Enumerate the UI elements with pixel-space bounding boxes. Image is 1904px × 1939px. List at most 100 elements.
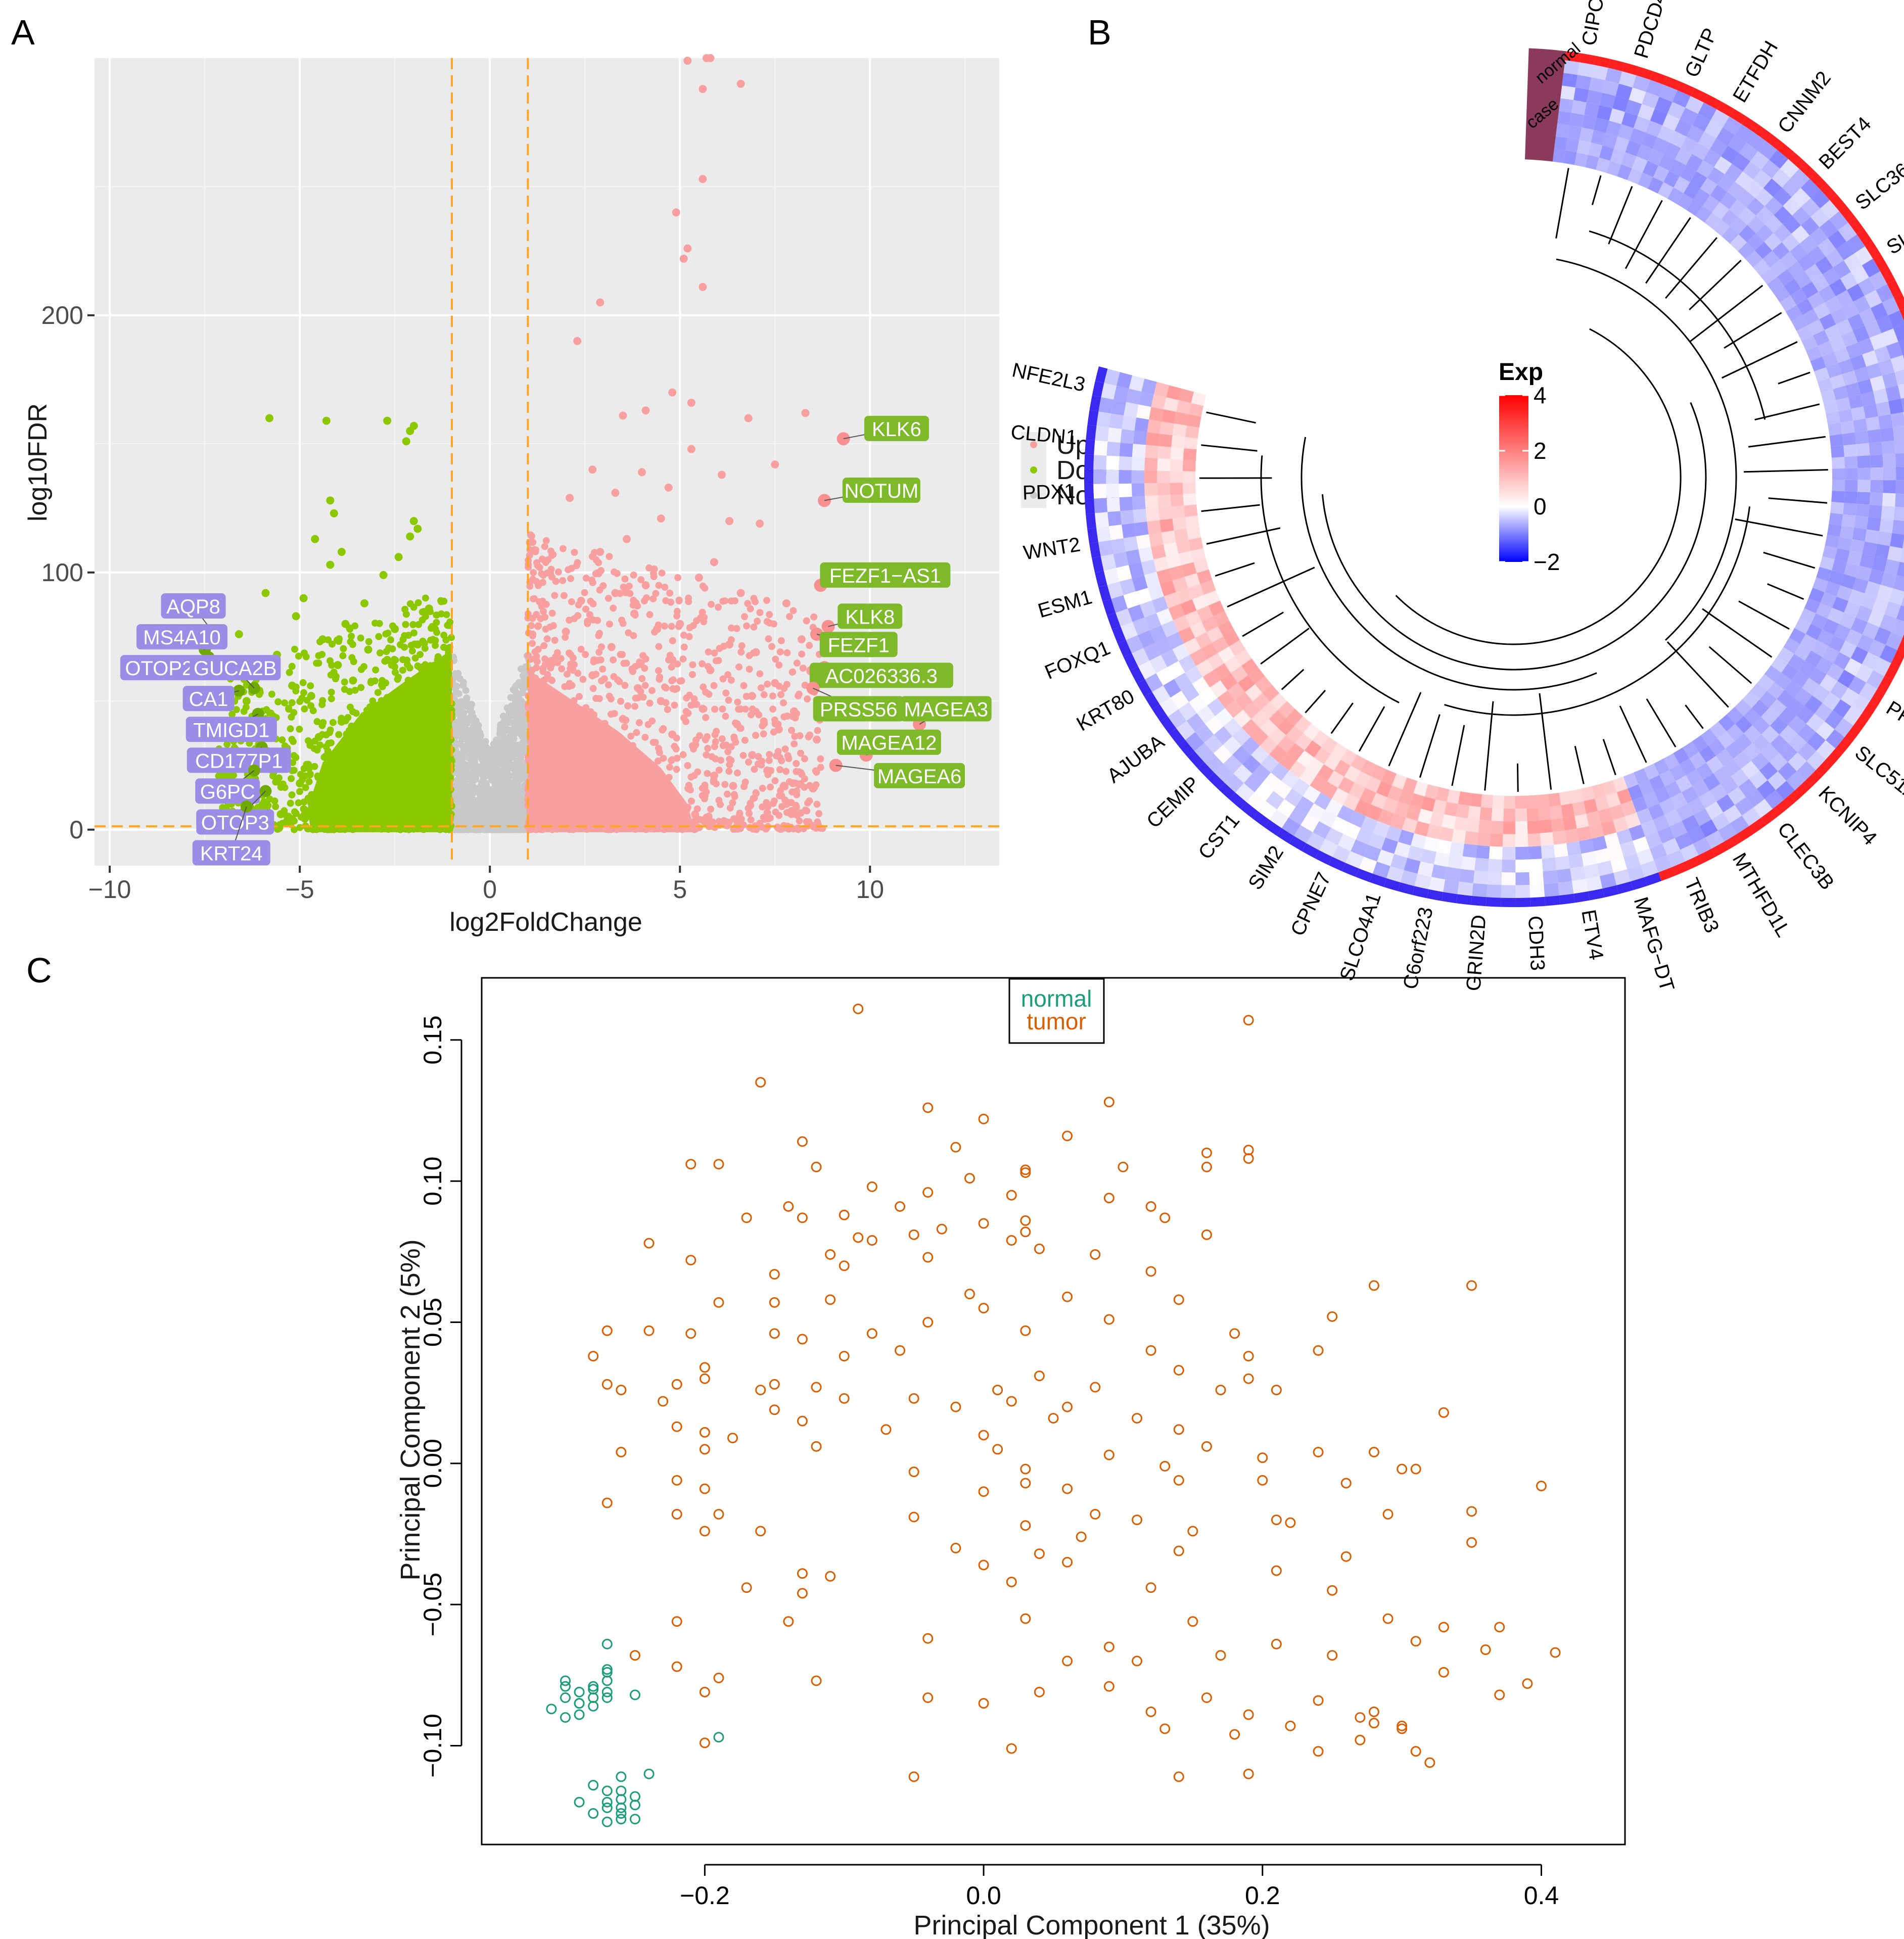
volcano-up-point bbox=[700, 705, 708, 713]
heatmap-cell bbox=[1235, 783, 1255, 802]
volcano-down-point bbox=[392, 656, 399, 664]
heatmap-group-annotation bbox=[1130, 666, 1145, 684]
volcano-down-point bbox=[377, 789, 385, 796]
heatmap-cell bbox=[1797, 253, 1816, 271]
heatmap-cell bbox=[1870, 467, 1884, 481]
heatmap-cell bbox=[1869, 271, 1887, 290]
heatmap-cell bbox=[1842, 370, 1858, 386]
heatmap-cell bbox=[1831, 491, 1845, 503]
heatmap-cell bbox=[1709, 138, 1728, 157]
volcano-up-point bbox=[666, 783, 673, 790]
heatmap-cell bbox=[1120, 429, 1135, 444]
heatmap-cell bbox=[1833, 699, 1851, 718]
volcano-up-point bbox=[596, 548, 605, 556]
heatmap-cell bbox=[1786, 771, 1806, 790]
heatmap-cell bbox=[1779, 725, 1798, 744]
volcano-up-point bbox=[722, 689, 730, 697]
heatmap-cell bbox=[1856, 443, 1870, 456]
heatmap-cell bbox=[1874, 627, 1891, 645]
volcano-none-point bbox=[496, 783, 503, 790]
heatmap-cell bbox=[1504, 795, 1515, 809]
heatmap-cell bbox=[1791, 225, 1810, 244]
volcano-up-point bbox=[592, 671, 600, 678]
heatmap-cell bbox=[1876, 401, 1891, 416]
heatmap-cell bbox=[1620, 840, 1637, 857]
volcano-up-point bbox=[684, 762, 691, 770]
heatmap-cell bbox=[1214, 764, 1234, 783]
heatmap-cell bbox=[1790, 168, 1810, 188]
heatmap-cell bbox=[1319, 839, 1338, 857]
heatmap-cell bbox=[1106, 441, 1121, 456]
heatmap-group-annotation bbox=[1729, 109, 1747, 124]
dendrogram-branch bbox=[1201, 504, 1260, 512]
volcano-down-point bbox=[404, 677, 412, 684]
heatmap-cell bbox=[1774, 673, 1792, 690]
heatmap-cell bbox=[1797, 742, 1817, 762]
volcano-x-tick-label: 0 bbox=[483, 875, 497, 904]
heatmap-cell bbox=[1141, 559, 1157, 575]
volcano-down-point bbox=[376, 649, 384, 656]
volcano-up-point bbox=[598, 784, 606, 791]
heatmap-cell bbox=[1581, 851, 1597, 867]
volcano-up-point bbox=[619, 768, 627, 775]
heatmap-cell bbox=[1377, 809, 1395, 826]
heatmap-group-annotation bbox=[1545, 895, 1560, 906]
volcano-down-point bbox=[401, 777, 409, 784]
heatmap-cell bbox=[1891, 619, 1904, 637]
heatmap-cell bbox=[1730, 234, 1747, 252]
volcano-up-point bbox=[741, 778, 749, 786]
heatmap-cell bbox=[1632, 75, 1650, 92]
heatmap-cell bbox=[1714, 156, 1732, 174]
heatmap-cell bbox=[1255, 676, 1272, 693]
volcano-up-point bbox=[767, 783, 774, 791]
heatmap-cell bbox=[1132, 444, 1146, 458]
heatmap-cell bbox=[1106, 469, 1119, 484]
volcano-up-point bbox=[540, 642, 548, 649]
heatmap-cell bbox=[1841, 330, 1858, 347]
volcano-up-point bbox=[727, 636, 735, 644]
volcano-up-point bbox=[574, 763, 581, 770]
heatmap-cell bbox=[1809, 227, 1828, 246]
volcano-up-point bbox=[565, 713, 572, 720]
heatmap-cell bbox=[1769, 752, 1788, 772]
heatmap-cell bbox=[1433, 852, 1450, 867]
volcano-up-point bbox=[587, 708, 594, 716]
heatmap-cell bbox=[1185, 610, 1201, 627]
heatmap-cell bbox=[1745, 250, 1763, 268]
volcano-up-point bbox=[674, 807, 682, 814]
heatmap-cell bbox=[1828, 422, 1842, 436]
heatmap-cell bbox=[1705, 801, 1724, 820]
dendrogram-branch bbox=[1738, 600, 1790, 630]
volcano-up-point bbox=[774, 747, 782, 755]
volcano-none-point bbox=[452, 796, 460, 804]
volcano-up-point bbox=[625, 582, 633, 590]
volcano-none-point bbox=[516, 703, 523, 711]
volcano-down-point bbox=[366, 746, 374, 754]
volcano-up-point bbox=[577, 645, 585, 653]
heatmap-cell bbox=[1213, 663, 1231, 681]
heatmap-cell bbox=[1699, 819, 1718, 838]
volcano-down-point bbox=[319, 719, 327, 726]
dendrogram-branch bbox=[1646, 698, 1677, 748]
volcano-up-point bbox=[585, 772, 592, 779]
heatmap-cell bbox=[1106, 455, 1120, 470]
heatmap-cell bbox=[1659, 84, 1678, 102]
volcano-up-point bbox=[806, 731, 814, 739]
heatmap-group-annotation bbox=[1107, 612, 1121, 630]
heatmap-cell bbox=[1188, 584, 1204, 600]
heatmap-cell bbox=[1763, 178, 1782, 197]
heatmap-cell bbox=[1711, 812, 1730, 831]
volcano-down-point bbox=[377, 811, 384, 818]
heatmap-cell bbox=[1273, 781, 1292, 799]
heatmap-cell bbox=[1753, 798, 1773, 818]
volcano-down-point bbox=[421, 718, 428, 726]
heatmap-group-annotation bbox=[1089, 542, 1101, 558]
heatmap-cell bbox=[1200, 642, 1218, 660]
heatmap-cell bbox=[1120, 622, 1138, 640]
volcano-up-point bbox=[674, 574, 682, 581]
volcano-up-point bbox=[649, 789, 657, 797]
heatmap-cell bbox=[1767, 771, 1787, 790]
volcano-down-point bbox=[350, 725, 358, 732]
heatmap-cell bbox=[1633, 116, 1650, 133]
